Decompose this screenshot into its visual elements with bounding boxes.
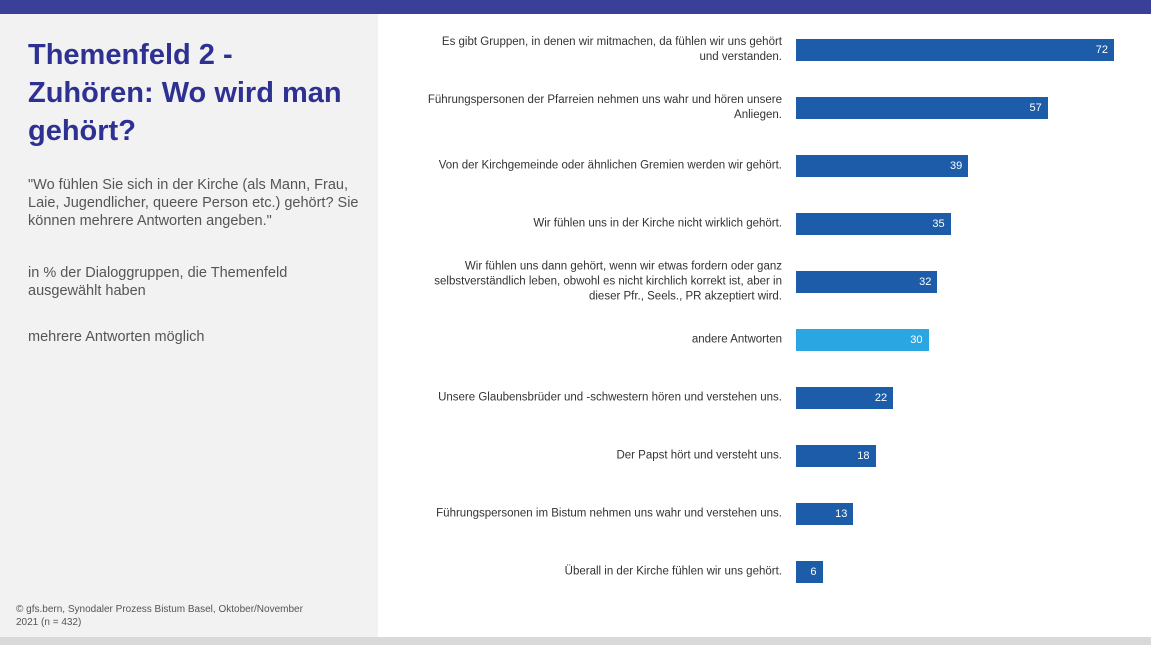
category-label: Es gibt Gruppen, in denen wir mitmachen,… [441,36,782,63]
title: Themenfeld 2 - Zuhören: Wo wird man gehö… [28,39,342,147]
bar [796,387,894,409]
category-label: Von der Kirchgemeinde oder ähnlichen Gre… [438,159,782,172]
bar [796,329,929,351]
bar [796,213,951,235]
category-label: Der Papst hört und versteht uns. [616,449,782,462]
bar [796,445,876,467]
bar [796,97,1048,119]
bar [796,503,854,525]
category-label: Wir fühlen uns dann gehört, wenn wir etw… [434,260,782,303]
bar [796,271,938,293]
category-label: Führungspersonen der Pfarreien nehmen un… [427,94,782,121]
source: © gfs.bern, Synodaler Prozess Bistum Bas… [16,604,303,628]
value-label: 39 [950,160,963,172]
bar [796,39,1114,61]
value-label: 18 [857,450,870,462]
value-label: 30 [910,334,923,346]
bar [796,561,823,583]
note: mehrere Antworten möglich [28,329,205,345]
value-label: 72 [1095,44,1108,56]
top-bar [0,0,1151,14]
value-label: 35 [932,218,945,230]
bar [796,155,969,177]
category-label: andere Antworten [691,333,782,346]
value-label: 32 [919,276,932,288]
category-label: Wir fühlen uns in der Kirche nicht wirkl… [533,217,782,230]
value-label: 13 [835,508,848,520]
question: "Wo fühlen Sie sich in der Kirche (als M… [28,177,359,229]
base: in % der Dialoggruppen, die Themenfeld a… [28,265,288,299]
value-label: 57 [1029,102,1042,114]
value-label: 6 [810,566,817,578]
category-label: Überall in der Kirche fühlen wir uns geh… [564,565,782,578]
bottom-bar [0,637,1151,645]
category-label: Unsere Glaubensbrüder und -schwestern hö… [438,391,782,404]
category-label: Führungspersonen im Bistum nehmen uns wa… [436,507,782,520]
value-label: 22 [874,392,888,404]
side-panel [0,14,378,637]
